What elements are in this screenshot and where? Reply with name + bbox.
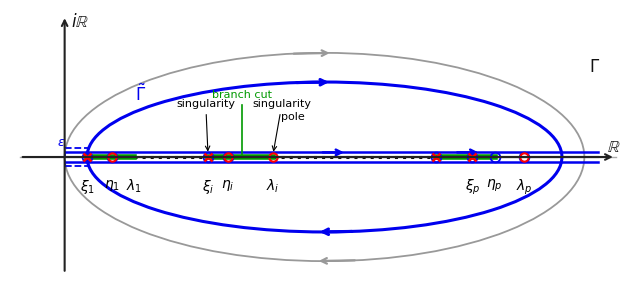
Text: singularity: singularity	[176, 99, 236, 151]
Text: singularity: singularity	[252, 99, 312, 151]
Text: pole: pole	[281, 112, 305, 122]
Text: $\eta_1$: $\eta_1$	[104, 178, 120, 193]
Text: $\lambda_i$: $\lambda_i$	[266, 178, 280, 195]
Text: $\xi_1$: $\xi_1$	[79, 178, 95, 196]
Text: $\mathbb{R}$: $\mathbb{R}$	[607, 138, 620, 156]
Text: $\lambda_p$: $\lambda_p$	[516, 178, 532, 197]
Bar	[65, 148, 88, 166]
Text: $\lambda_1$: $\lambda_1$	[126, 178, 142, 195]
Text: $\eta_p$: $\eta_p$	[486, 178, 503, 194]
Text: $\Gamma$: $\Gamma$	[589, 58, 600, 76]
Text: $\xi_i$: $\xi_i$	[202, 178, 214, 196]
Text: $\tilde{\Gamma}$: $\tilde{\Gamma}$	[135, 84, 147, 105]
Text: branch cut: branch cut	[212, 90, 271, 100]
Text: $i\mathbb{R}$: $i\mathbb{R}$	[71, 13, 90, 31]
Text: $\epsilon$: $\epsilon$	[58, 136, 66, 149]
Text: $\xi_p$: $\xi_p$	[465, 178, 480, 197]
Text: $\eta_i$: $\eta_i$	[221, 178, 235, 193]
